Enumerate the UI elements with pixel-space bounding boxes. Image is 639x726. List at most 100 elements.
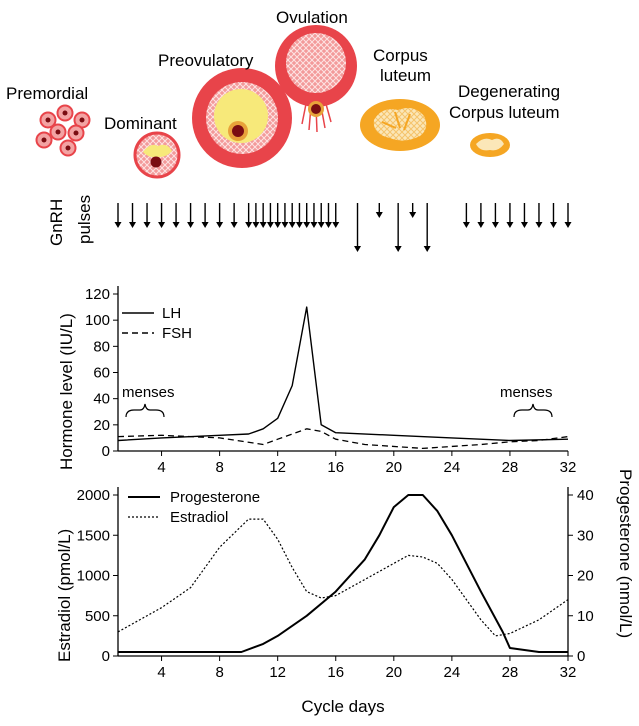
gnrh-pulse-9-head bbox=[245, 222, 253, 228]
gnrh-pulse-7-head bbox=[216, 222, 224, 228]
label-degenerating-line2: Corpus luteum bbox=[449, 103, 560, 122]
chart1-ytick-label-100: 100 bbox=[85, 312, 110, 329]
chart2-y-right-axis-label: Progesterone (nmol/L) bbox=[616, 469, 635, 638]
chart2-series-progesterone bbox=[118, 494, 568, 653]
chart2-ytick-label-2000: 2000 bbox=[77, 487, 110, 504]
gnrh-pulse-26-head bbox=[520, 222, 528, 228]
x-axis-label: Cycle days bbox=[301, 697, 384, 716]
chart1-ytick-label-20: 20 bbox=[93, 417, 110, 434]
chart2-ytick-right-label-0: 0 bbox=[577, 648, 585, 665]
annotation-menses-left: menses bbox=[122, 384, 175, 401]
chart1-xtick-label-28: 28 bbox=[502, 459, 519, 476]
chart1-ytick-label-120: 120 bbox=[85, 286, 110, 303]
chart1-ytick-label-40: 40 bbox=[93, 391, 110, 408]
gnrh-pulse-5-head bbox=[187, 222, 195, 228]
chart2-ytick-right-label-10: 10 bbox=[577, 608, 594, 625]
chart1-xtick-label-16: 16 bbox=[327, 459, 344, 476]
label-ovulation: Ovulation bbox=[276, 8, 348, 27]
menses-left-bracket bbox=[125, 403, 165, 418]
gnrh-pulse-3-head bbox=[158, 222, 166, 228]
gnrh-pulse-17-head bbox=[303, 222, 311, 228]
chart1-xtick-label-12: 12 bbox=[269, 459, 286, 476]
menses-right-bracket bbox=[513, 403, 553, 418]
chart1-series bbox=[117, 306, 569, 450]
chart2-ytick-label-1000: 1000 bbox=[77, 568, 110, 585]
chart2-xtick-label-20: 20 bbox=[385, 664, 402, 681]
chart2-ytick-right-label-30: 30 bbox=[577, 527, 594, 544]
gnrh-pulse-10-head bbox=[252, 222, 260, 228]
chart1-y-axis-label: Hormone level (IU/L) bbox=[57, 313, 76, 470]
chart-estradiol-progesterone: 4 8 12 16 20 24 28 320500100015002000010203040 … bbox=[55, 469, 635, 716]
label-pulses: pulses bbox=[75, 195, 94, 244]
gnrh-pulse-0-head bbox=[114, 222, 122, 228]
gnrh-pulse-21-head bbox=[332, 222, 340, 228]
gnrh-pulse-long-1-head bbox=[394, 246, 402, 252]
chart2-series bbox=[117, 494, 569, 653]
follicle-illustrations bbox=[35, 25, 510, 179]
gnrh-pulse-2-head bbox=[143, 222, 151, 228]
legend-fsh-label: FSH bbox=[162, 325, 192, 342]
chart2-xtick-label-12: 12 bbox=[269, 664, 286, 681]
label-corpus-luteum-line2: luteum bbox=[380, 66, 431, 85]
label-gnrh: GnRH bbox=[47, 199, 66, 246]
gnrh-pulse-22-head bbox=[462, 222, 470, 228]
chart1-series-fsh bbox=[117, 428, 569, 450]
gnrh-pulse-14-head bbox=[281, 222, 289, 228]
gnrh-pulse-19-head bbox=[317, 222, 325, 228]
chart2-xtick-label-24: 24 bbox=[444, 664, 461, 681]
chart2-xtick-label-4: 4 bbox=[157, 664, 165, 681]
gnrh-pulse-25-head bbox=[506, 222, 514, 228]
chart2-ytick-right-label-20: 20 bbox=[577, 568, 594, 585]
gnrh-pulse-small-0-head bbox=[375, 212, 383, 218]
chart1-ytick-label-60: 60 bbox=[93, 365, 110, 382]
chart2-xtick-label-32: 32 bbox=[560, 664, 577, 681]
gnrh-pulse-16-head bbox=[295, 222, 303, 228]
label-premordial: Premordial bbox=[6, 84, 88, 103]
legend-lh-label: LH bbox=[162, 305, 181, 322]
label-dominant: Dominant bbox=[104, 114, 177, 133]
chart2-xtick-label-16: 16 bbox=[327, 664, 344, 681]
gnrh-pulse-13-head bbox=[274, 222, 282, 228]
gnrh-pulse-27-head bbox=[535, 222, 543, 228]
chart2-axes bbox=[117, 487, 569, 657]
label-corpus-luteum-line1: Corpus bbox=[373, 46, 428, 65]
chart2-xtick-label-8: 8 bbox=[215, 664, 223, 681]
chart2-series-estradiol bbox=[117, 518, 569, 637]
annotation-menses-right: menses bbox=[500, 384, 553, 401]
dominant-follicle bbox=[133, 131, 181, 179]
chart2-ytick-label-500: 500 bbox=[85, 608, 110, 625]
chart1-ticks: 4 8 12 16 20 24 28 32 0 20 40 60 80 100 120 bbox=[85, 286, 576, 476]
gnrh-pulse-8-head bbox=[230, 222, 238, 228]
gnrh-pulse-4-head bbox=[172, 222, 180, 228]
gnrh-pulse-small-1-head bbox=[409, 212, 417, 218]
gnrh-pulse-11-head bbox=[259, 222, 267, 228]
gnrh-pulse-23-head bbox=[477, 222, 485, 228]
gnrh-pulses bbox=[114, 203, 572, 252]
gnrh-pulse-6-head bbox=[201, 222, 209, 228]
gnrh-pulse-24-head bbox=[491, 222, 499, 228]
chart1-series-lh bbox=[117, 306, 569, 442]
label-degenerating-line1: Degenerating bbox=[458, 82, 560, 101]
chart1-ytick-label-80: 80 bbox=[93, 338, 110, 355]
degenerating-corpus-luteum bbox=[470, 133, 510, 157]
gnrh-pulse-1-head bbox=[129, 222, 137, 228]
ovulation-follicle bbox=[275, 25, 357, 133]
premordial-follicles bbox=[35, 104, 91, 157]
chart2-ytick-label-1500: 1500 bbox=[77, 527, 110, 544]
chart2-xtick-label-28: 28 bbox=[502, 664, 519, 681]
gnrh-pulse-29-head bbox=[564, 222, 572, 228]
chart1-xtick-label-32: 32 bbox=[560, 459, 577, 476]
chart1-xtick-label-20: 20 bbox=[385, 459, 402, 476]
gnrh-pulse-long-0-head bbox=[354, 246, 362, 252]
legend-estradiol-label: Estradiol bbox=[170, 509, 228, 526]
gnrh-pulse-20-head bbox=[324, 222, 332, 228]
gnrh-pulse-15-head bbox=[288, 222, 296, 228]
chart-lh-fsh: 4 8 12 16 20 24 28 32 0 20 40 60 80 100 120 Hormone le… bbox=[57, 286, 576, 476]
preovulatory-follicle bbox=[192, 68, 292, 168]
chart2-ytick-right-label-40: 40 bbox=[577, 487, 594, 504]
legend-progesterone-label: Progesterone bbox=[170, 489, 260, 506]
corpus-luteum bbox=[360, 99, 440, 151]
chart1-axes bbox=[117, 286, 568, 452]
